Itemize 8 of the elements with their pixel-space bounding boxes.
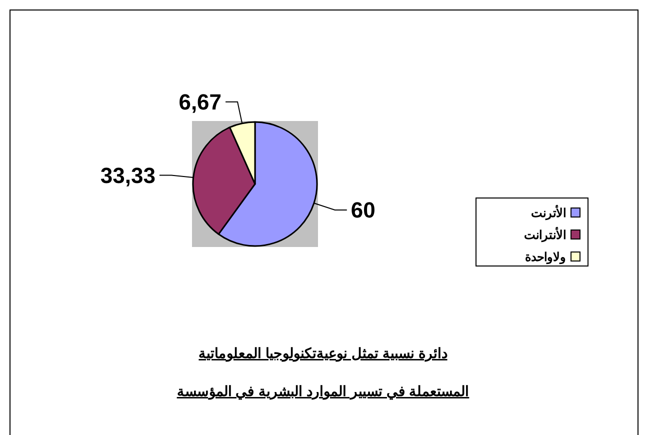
legend-label: ولاواحدة [525, 250, 566, 266]
legend-label: الأترنت [531, 205, 566, 222]
data-label: 60 [350, 198, 376, 223]
data-label: 6,67 [178, 90, 222, 115]
text: دائرة نسبية تمثل نوعيةتكنولوجيا المعلوماتية [198, 345, 448, 362]
text: المستعملة في تسيير الموارد البشرية في المؤسسة [176, 383, 470, 400]
data-label: 33,33 [100, 162, 156, 188]
legend-label: الأنترانت [524, 227, 566, 244]
